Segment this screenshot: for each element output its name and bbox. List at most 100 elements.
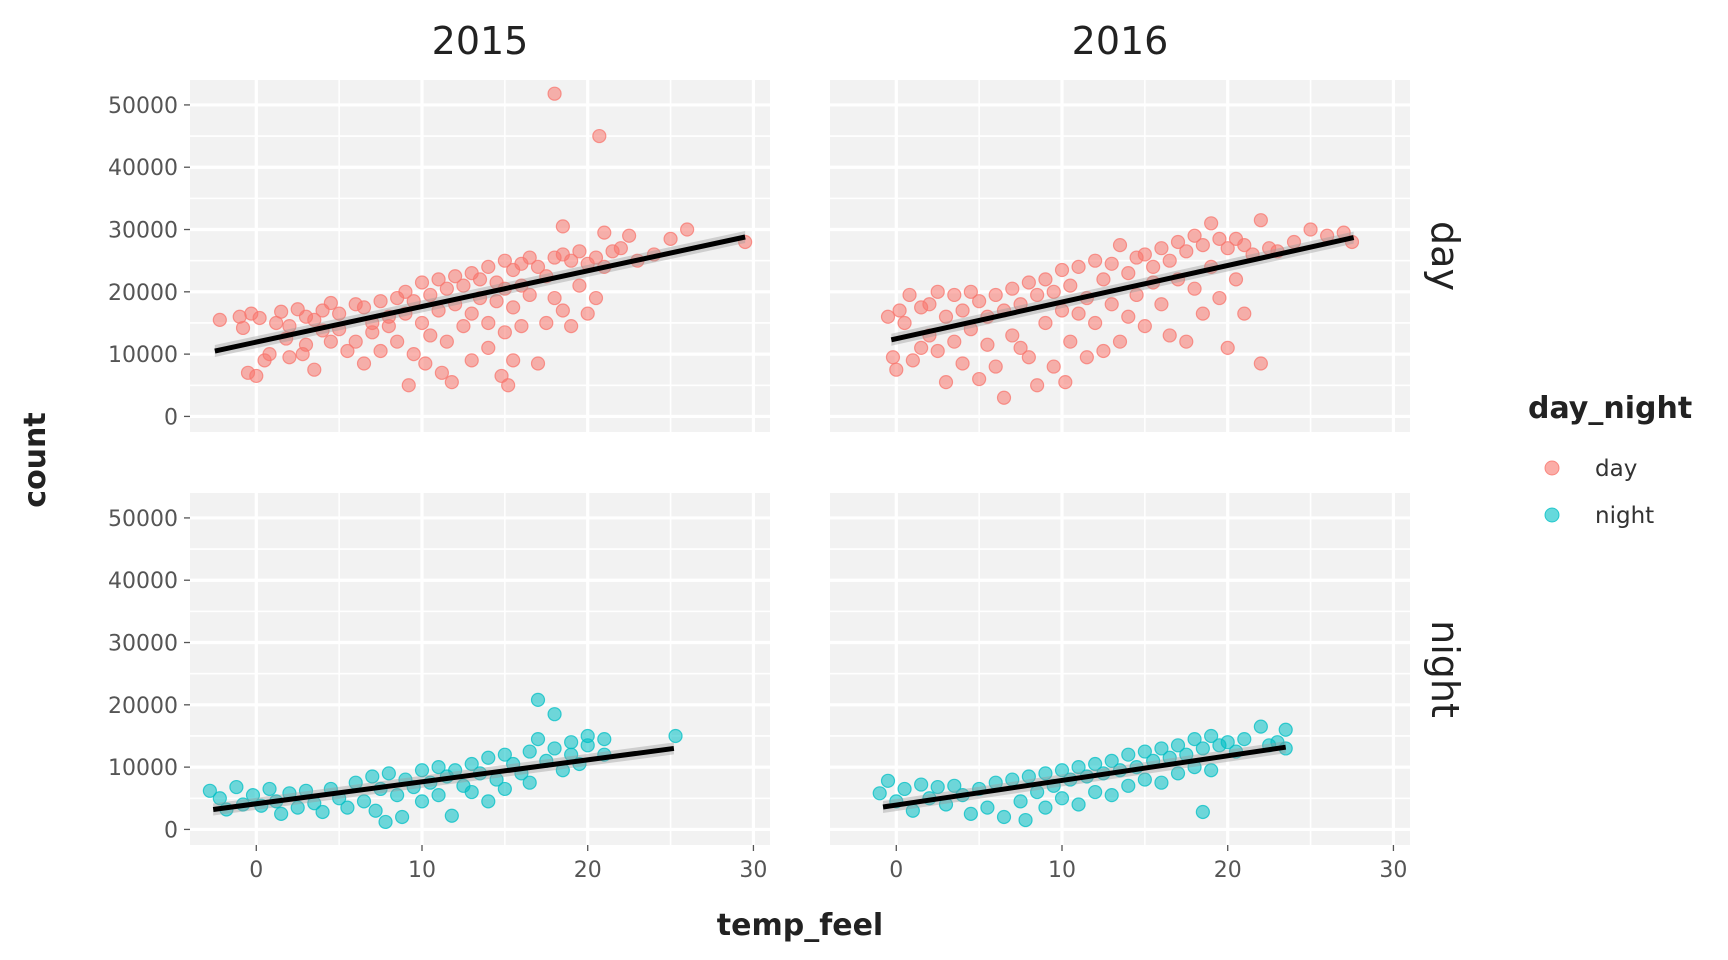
data-point bbox=[938, 375, 954, 390]
data-point bbox=[1088, 756, 1103, 772]
data-point bbox=[1088, 784, 1103, 800]
data-point bbox=[1195, 804, 1210, 820]
data-point bbox=[1088, 253, 1103, 268]
y-tick-label: 0 bbox=[164, 818, 178, 843]
data-point bbox=[1071, 760, 1086, 775]
data-point bbox=[564, 253, 579, 268]
data-point bbox=[580, 728, 595, 744]
x-tick-label: 20 bbox=[1214, 858, 1242, 883]
data-point bbox=[481, 315, 496, 331]
data-point bbox=[902, 287, 917, 303]
data-point bbox=[522, 250, 537, 265]
data-point bbox=[1154, 775, 1169, 790]
data-point bbox=[1170, 766, 1186, 781]
data-point bbox=[555, 303, 570, 318]
data-point bbox=[501, 378, 516, 393]
data-point bbox=[930, 779, 945, 795]
data-point bbox=[497, 781, 512, 797]
data-point bbox=[564, 318, 579, 334]
data-point bbox=[472, 272, 488, 287]
data-point bbox=[1063, 334, 1078, 349]
data-point bbox=[1071, 306, 1086, 321]
data-point bbox=[947, 287, 962, 303]
data-point bbox=[381, 766, 396, 781]
data-point bbox=[418, 356, 433, 371]
x-tick-label: 0 bbox=[889, 858, 903, 883]
data-point bbox=[1104, 256, 1119, 271]
data-point bbox=[1071, 797, 1086, 812]
data-point bbox=[444, 375, 459, 390]
data-point bbox=[390, 334, 405, 349]
y-tick-label: 20000 bbox=[108, 281, 178, 306]
data-point bbox=[1154, 297, 1169, 312]
data-point bbox=[1187, 731, 1202, 747]
y-tick-label: 10000 bbox=[108, 756, 178, 781]
legend-key-night bbox=[1544, 507, 1560, 523]
data-point bbox=[1253, 213, 1268, 228]
data-point bbox=[282, 350, 297, 365]
data-point bbox=[434, 365, 449, 380]
data-point bbox=[1154, 241, 1169, 256]
data-point bbox=[1018, 812, 1033, 828]
data-point bbox=[597, 225, 612, 240]
data-point bbox=[947, 334, 962, 349]
data-point bbox=[1137, 744, 1152, 759]
data-point bbox=[1096, 272, 1111, 287]
data-point bbox=[1030, 378, 1045, 393]
data-point bbox=[202, 783, 217, 798]
data-point bbox=[555, 219, 570, 234]
y-axis-title: count bbox=[18, 412, 53, 507]
data-point bbox=[530, 692, 546, 707]
data-point bbox=[1013, 340, 1028, 355]
data-point bbox=[613, 241, 628, 256]
data-point bbox=[356, 356, 372, 371]
trend-line bbox=[890, 235, 1355, 343]
data-point bbox=[622, 228, 637, 243]
data-point bbox=[1071, 259, 1086, 275]
data-point bbox=[1121, 266, 1136, 281]
data-point bbox=[1187, 281, 1202, 296]
data-point bbox=[506, 300, 521, 315]
y-tick-label: 20000 bbox=[108, 694, 178, 719]
data-point bbox=[1054, 791, 1070, 806]
data-point bbox=[1237, 237, 1252, 253]
data-point bbox=[323, 334, 338, 349]
data-point bbox=[963, 284, 978, 299]
data-point bbox=[1005, 281, 1020, 296]
data-point bbox=[401, 378, 416, 393]
data-point bbox=[905, 353, 920, 368]
data-point bbox=[947, 778, 962, 793]
data-point bbox=[356, 300, 372, 315]
data-point bbox=[996, 390, 1012, 405]
data-point bbox=[547, 707, 562, 722]
legend-title: day_night bbox=[1528, 391, 1692, 426]
data-point bbox=[439, 281, 454, 296]
data-point bbox=[955, 303, 970, 318]
data-point bbox=[1137, 772, 1152, 787]
y-tick-label: 30000 bbox=[108, 632, 178, 657]
data-point bbox=[1253, 719, 1268, 734]
data-point bbox=[514, 318, 529, 334]
data-point bbox=[1013, 794, 1028, 809]
data-point bbox=[1079, 350, 1094, 365]
data-point bbox=[448, 269, 463, 284]
data-point bbox=[1030, 287, 1045, 303]
data-point bbox=[668, 728, 683, 744]
data-point bbox=[274, 806, 289, 821]
data-point bbox=[262, 781, 277, 797]
data-point bbox=[1121, 747, 1136, 762]
data-point bbox=[235, 320, 251, 336]
data-point bbox=[1204, 216, 1219, 231]
data-point bbox=[897, 781, 912, 797]
data-point bbox=[1054, 763, 1070, 778]
data-point bbox=[414, 315, 430, 331]
data-point bbox=[1021, 350, 1036, 365]
data-point bbox=[522, 287, 537, 303]
data-point bbox=[1104, 753, 1119, 768]
y-tick-label: 40000 bbox=[108, 156, 178, 181]
data-point bbox=[381, 318, 396, 334]
y-tick-label: 10000 bbox=[108, 343, 178, 368]
data-point bbox=[522, 775, 537, 790]
data-point bbox=[1253, 356, 1268, 371]
data-point bbox=[307, 362, 322, 377]
